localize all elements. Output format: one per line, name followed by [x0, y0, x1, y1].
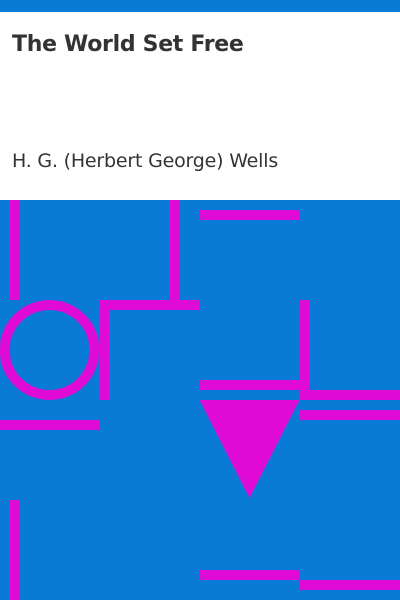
pattern-bar	[10, 500, 20, 600]
pattern-bar	[0, 420, 100, 430]
pattern-bar	[170, 200, 180, 300]
pattern-bar	[10, 200, 20, 300]
pattern-bar	[200, 380, 300, 390]
book-title: The World Set Free	[12, 32, 244, 57]
pattern-bar	[300, 410, 400, 420]
cover-pattern	[0, 200, 400, 600]
pattern-bar	[100, 300, 200, 310]
pattern-triangle	[200, 400, 300, 498]
geometric-pattern	[0, 200, 400, 600]
pattern-bar	[300, 300, 310, 400]
pattern-bar	[100, 300, 110, 400]
pattern-bar	[300, 390, 400, 400]
pattern-bar	[200, 210, 300, 220]
book-author: H. G. (Herbert George) Wells	[12, 150, 279, 172]
top-accent-bar	[0, 0, 400, 12]
pattern-bar	[300, 580, 400, 590]
pattern-ring	[0, 300, 100, 400]
cover-header: The World Set Free H. G. (Herbert George…	[0, 12, 400, 200]
pattern-bar	[200, 570, 300, 580]
